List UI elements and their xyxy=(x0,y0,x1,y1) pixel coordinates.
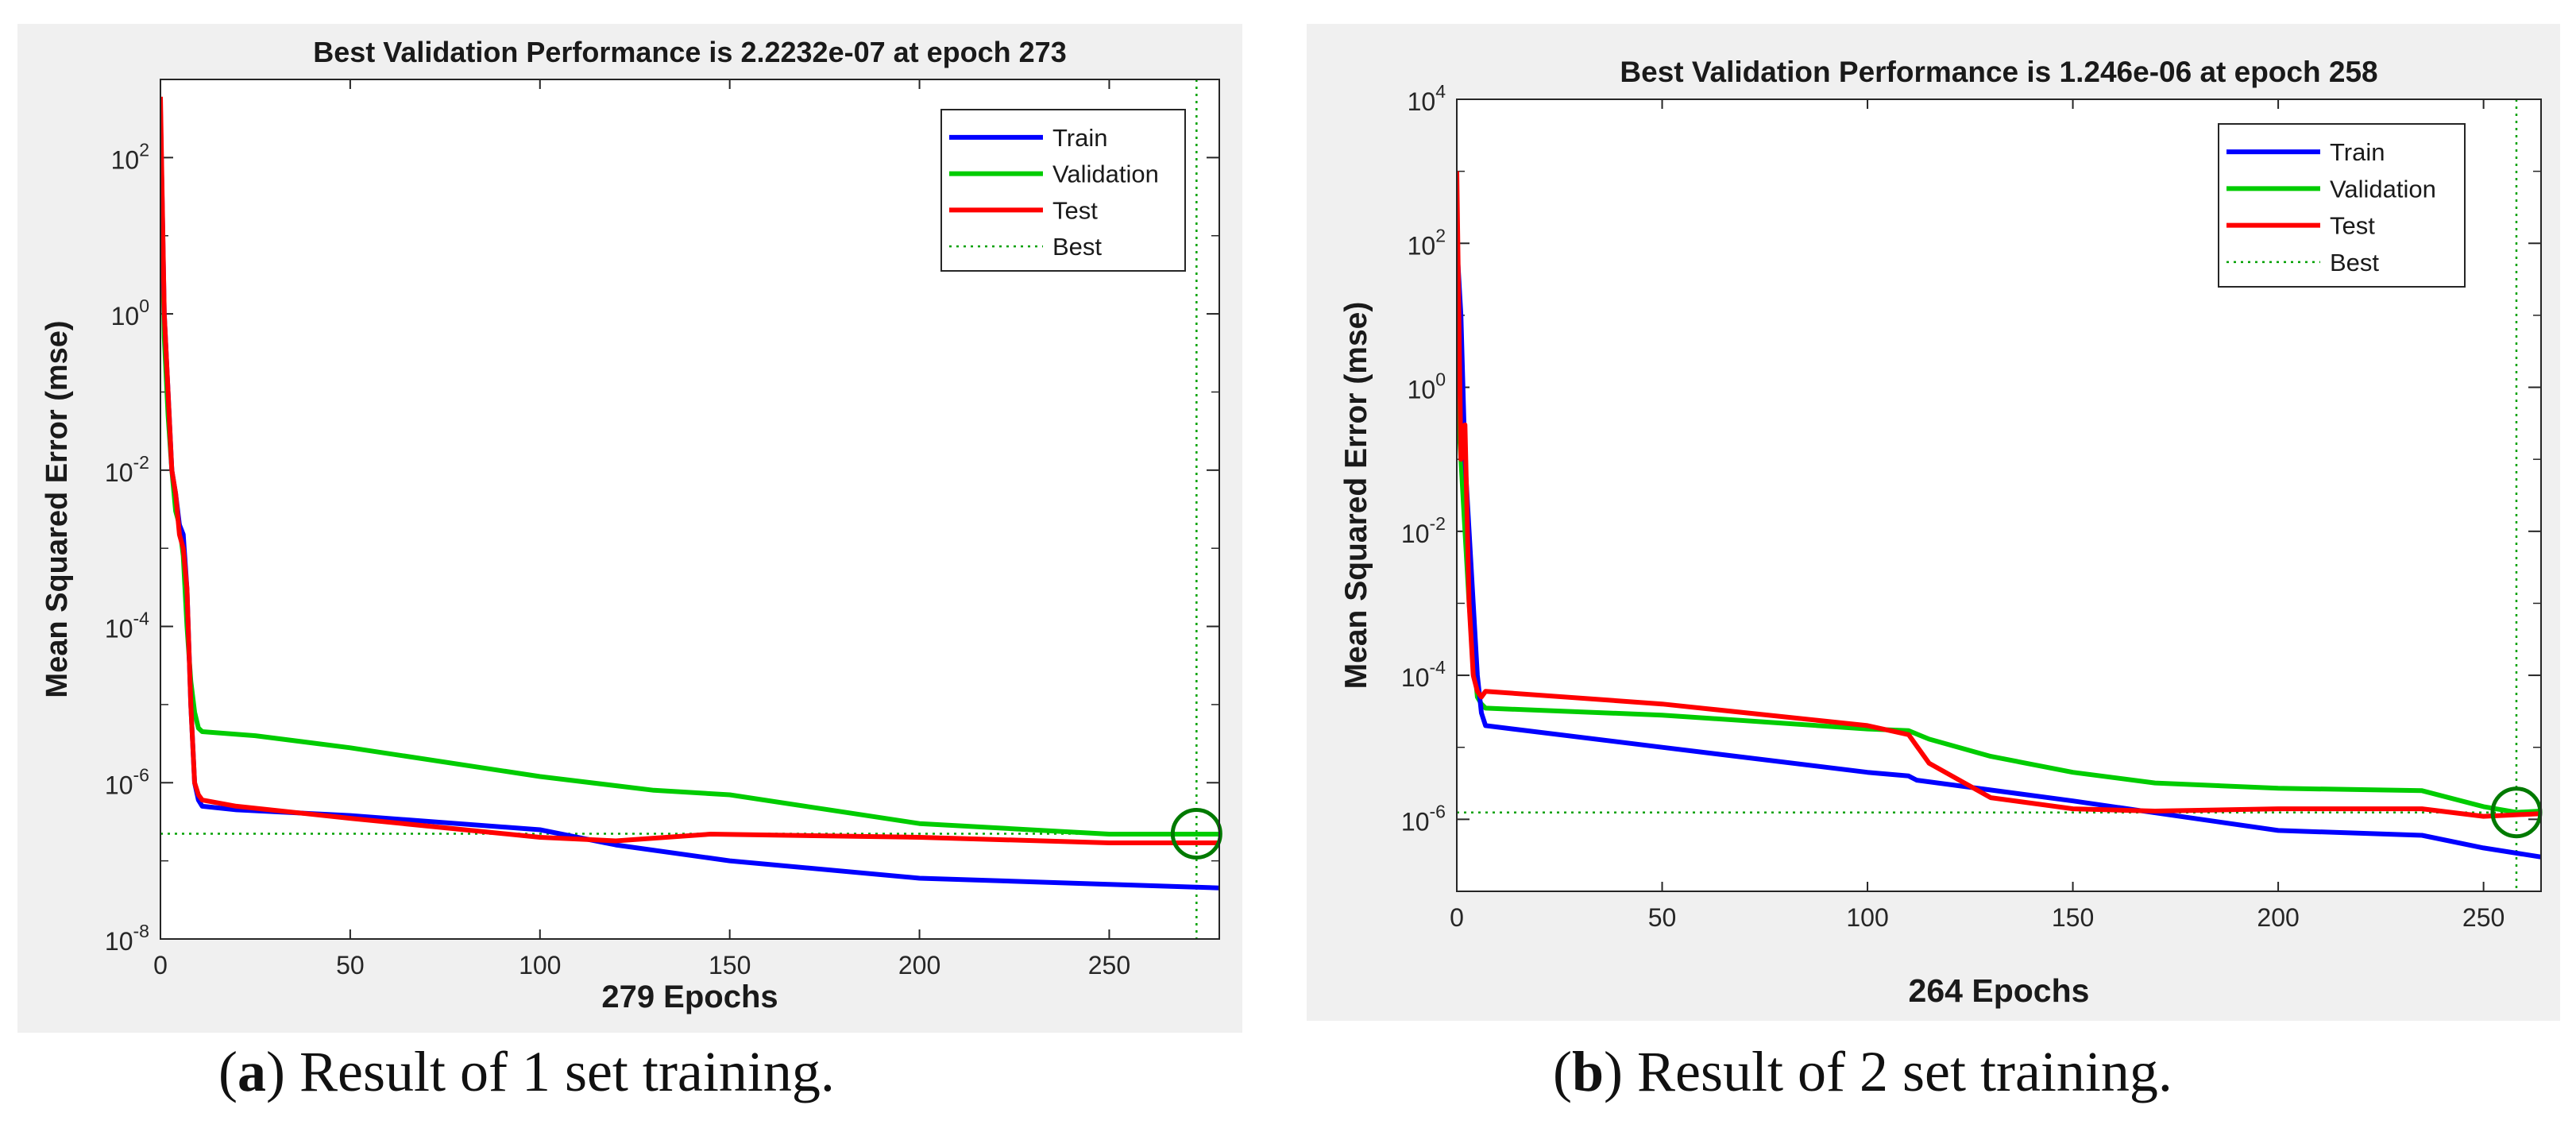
charta-title: Best Validation Performance is 2.2232e-0… xyxy=(313,36,1066,68)
charta-y-tick-label: 10-2 xyxy=(105,452,149,487)
chartb-y-tick-label: 10-6 xyxy=(1401,801,1446,836)
charta-best-marker xyxy=(1170,808,1222,860)
chartb-x-tick-label: 250 xyxy=(2462,903,2505,932)
charta-y-axis-label: Mean Squared Error (mse) xyxy=(41,320,74,697)
chart-panel-b: Best Validation Performance is 1.246e-06… xyxy=(1307,24,2560,1021)
chartb-series-group xyxy=(1457,99,2541,891)
chartb-x-tick-label: 50 xyxy=(1648,903,1677,932)
charta-x-tick-label: 250 xyxy=(1088,951,1130,980)
caption-b-text: Result of 2 set training. xyxy=(1623,1040,2172,1103)
chartb-axes-box xyxy=(1456,99,2542,892)
chartb-legend-label-test: Test xyxy=(2330,212,2375,240)
caption-b: (b) Result of 2 set training. xyxy=(1553,1040,2172,1103)
charta-legend-label-best: Best xyxy=(1052,233,1102,261)
charta-y-tick-label: 10-8 xyxy=(105,921,149,956)
chartb-best-marker xyxy=(2490,786,2543,839)
chartb-legend-label-validation: Validation xyxy=(2330,175,2436,203)
charta-x-tick-label: 200 xyxy=(898,951,940,980)
chartb-y-tick-label: 100 xyxy=(1408,369,1446,404)
chartb-x-tick-label: 0 xyxy=(1450,903,1464,932)
charta-legend-label-train: Train xyxy=(1052,124,1107,152)
charta-x-tick-label: 0 xyxy=(153,951,168,980)
charta-y-tick-label: 102 xyxy=(111,139,149,174)
chartb-legend-label-train: Train xyxy=(2330,138,2385,166)
caption-a: (a) Result of 1 set training. xyxy=(218,1040,835,1103)
chartb-series-test xyxy=(1457,171,2541,819)
chartb-y-tick-label: 10-4 xyxy=(1401,657,1446,692)
chartb-legend-label-best: Best xyxy=(2330,249,2379,276)
charta-y-tick-label: 10-6 xyxy=(105,764,149,799)
chartb-y-tick-label: 10-2 xyxy=(1401,513,1446,548)
caption-a-letter: a xyxy=(237,1040,266,1103)
chartb-y-axis-label: Mean Squared Error (mse) xyxy=(1339,302,1373,690)
charta-y-tick-label: 100 xyxy=(111,296,149,330)
chartb-y-tick-label: 104 xyxy=(1408,81,1446,116)
chartb-y-tick-label: 102 xyxy=(1408,225,1446,260)
charta-series-group xyxy=(160,79,1219,939)
charta-x-tick-label: 150 xyxy=(709,951,751,980)
charta-axes-box xyxy=(160,79,1220,940)
charta-x-tick-label: 50 xyxy=(336,951,365,980)
chartb-x-tick-label: 100 xyxy=(1846,903,1888,932)
charta-series-test xyxy=(160,96,1219,845)
caption-a-text: Result of 1 set training. xyxy=(284,1040,835,1103)
chartb-title: Best Validation Performance is 1.246e-06… xyxy=(1620,56,2377,88)
charta-y-tick-label: 10-4 xyxy=(105,609,149,643)
charta-x-axis-label: 279 Epochs xyxy=(601,980,778,1014)
caption-b-letter: b xyxy=(1571,1040,1605,1103)
charta-legend-label-test: Test xyxy=(1052,196,1098,224)
chart-panel-a: Best Validation Performance is 2.2232e-0… xyxy=(17,24,1242,1033)
charta-legend-label-validation: Validation xyxy=(1052,160,1159,188)
chartb-x-tick-label: 200 xyxy=(2257,903,2299,932)
chart-svg-b: Best Validation Performance is 1.246e-06… xyxy=(1339,56,2543,1009)
charta-x-tick-label: 100 xyxy=(519,951,561,980)
chartb-x-axis-label: 264 Epochs xyxy=(1909,972,2090,1009)
chart-svg-a: Best Validation Performance is 2.2232e-0… xyxy=(41,36,1222,1014)
chartb-x-tick-label: 150 xyxy=(2052,903,2094,932)
